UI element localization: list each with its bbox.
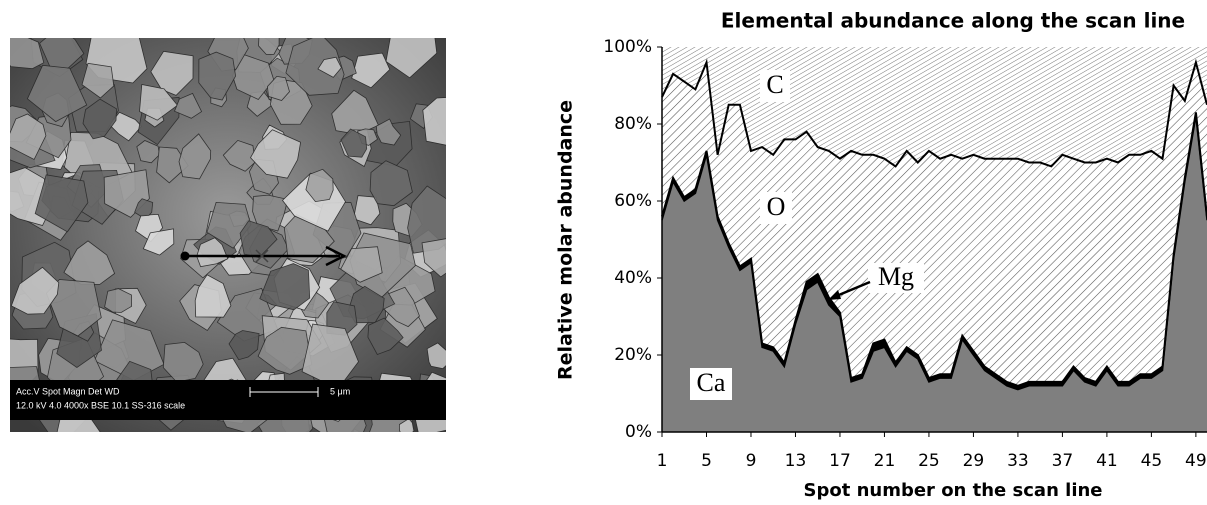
scale-label: 5 μm (330, 386, 350, 396)
crystal (427, 343, 452, 369)
sem-info-values: 12.0 kV 4.0 4000x BSE 10.1 SS-316 scale (16, 400, 185, 410)
x-tick-label: 5 (701, 451, 712, 471)
y-tick-label: 0% (625, 422, 652, 442)
y-tick-label: 80% (614, 114, 652, 134)
x-tick-label: 9 (746, 451, 757, 471)
y-tick-label: 60% (614, 191, 652, 211)
x-tick-label: 13 (785, 451, 807, 471)
y-tick-label: 40% (614, 268, 652, 288)
sem-info-header: Acc.V Spot Magn Det WD (16, 386, 120, 396)
x-tick-label: 45 (1141, 451, 1163, 471)
x-tick-label: 17 (829, 451, 851, 471)
scan-start (181, 252, 190, 261)
series-label: Ca (697, 368, 726, 397)
series-label: C (766, 70, 783, 99)
y-axis-label: Relative molar abundance (555, 100, 577, 380)
sem-image: Acc.V Spot Magn Det WD 12.0 kV 4.0 4000x… (0, 15, 475, 465)
x-tick-label: 25 (918, 451, 940, 471)
x-axis-label: Spot number on the scan line (803, 480, 1102, 501)
x-tick-label: 41 (1096, 451, 1118, 471)
series-label: O (767, 192, 786, 221)
chart-title: Elemental abundance along the scan line (721, 9, 1185, 33)
chart: Elemental abundance along the scan line … (555, 9, 1207, 502)
x-tick-label: 37 (1052, 451, 1074, 471)
plot-area (662, 47, 1207, 432)
x-tick-label: 21 (874, 451, 896, 471)
x-tick-label: 1 (657, 451, 668, 471)
x-tick-label: 29 (963, 451, 985, 471)
y-tick-label: 20% (614, 345, 652, 365)
figure: Acc.V Spot Magn Det WD 12.0 kV 4.0 4000x… (0, 0, 1207, 505)
x-tick-label: 33 (1007, 451, 1029, 471)
x-tick-label: 49 (1185, 451, 1207, 471)
y-tick-label: 100% (603, 37, 652, 57)
series-label: Mg (878, 262, 914, 291)
